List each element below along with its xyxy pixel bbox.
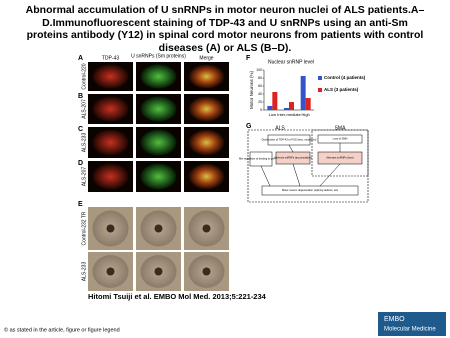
node-label: Mis-regulation of binding to pre-mRNA: [239, 157, 283, 161]
bar: [289, 102, 294, 110]
cell: [140, 129, 177, 156]
panel-letter: G: [246, 123, 252, 130]
cell: [188, 129, 225, 156]
arrow: [288, 144, 294, 153]
bar: [284, 108, 289, 110]
nucleus: [106, 224, 115, 233]
y-tick-label: 60: [258, 84, 262, 88]
panel-letter: F: [246, 55, 251, 62]
y-tick-label: 0: [260, 108, 262, 112]
node-label: Dysfunction of TDP-43 or FUS (loss, muta…: [262, 138, 317, 142]
row-label: ALS-207: [81, 99, 87, 119]
column-label: Merge: [199, 55, 213, 61]
title: Abnormal accumulation of U snRNPs in mot…: [25, 4, 425, 54]
logo-text: Molecular Medicine: [384, 327, 436, 333]
logo-text: EMBO: [384, 316, 405, 323]
panel-letter: C: [78, 126, 83, 133]
cell: [188, 64, 225, 89]
legend-label: Control (4 patients): [324, 75, 366, 80]
nucleus: [106, 267, 115, 276]
y-axis-label: Motor Neurons (%): [249, 70, 254, 109]
panel-letter: E: [78, 201, 83, 208]
cell: [92, 129, 129, 156]
arrow: [319, 163, 341, 187]
group-label: ALS: [275, 125, 285, 131]
bar: [305, 98, 311, 110]
row-label: Control-220: [81, 63, 87, 89]
diagram: [247, 129, 369, 203]
panel-letter: D: [78, 160, 83, 167]
x-tick-label: Inter-mediate: [277, 112, 301, 117]
arrow: [260, 165, 271, 187]
x-tick-label: High: [302, 112, 310, 117]
panel-letter: B: [78, 93, 83, 100]
row-label: ALS-233: [81, 133, 87, 153]
frame: [311, 129, 369, 177]
cell: [92, 96, 129, 122]
nucleus: [154, 267, 163, 276]
nucleus: [202, 267, 211, 276]
citation: Hitomi Tsuiji et al. EMBO Mol Med. 2013;…: [88, 292, 267, 301]
node-box: [261, 185, 359, 196]
bar: [300, 76, 306, 110]
cell: [140, 163, 177, 190]
y-tick-label: 80: [258, 76, 262, 80]
cell: [188, 96, 225, 122]
legend-swatch: [318, 76, 322, 80]
cell: [140, 64, 177, 89]
node-label: Motor neuron degeneration (splicing defe…: [282, 188, 339, 192]
column-label: TDP-43: [102, 55, 119, 61]
legend-swatch: [318, 88, 322, 92]
panel-letter: A: [78, 55, 83, 62]
cell: [92, 163, 129, 190]
row-label: Control-232 TR: [81, 211, 87, 245]
y-tick-label: 100: [256, 68, 262, 72]
row-label: ALS-207: [81, 167, 87, 187]
node-label: Aberrant snRNPs (loss): [326, 156, 353, 160]
arrow: [292, 163, 301, 187]
chart-title: Nuclear snRNP level: [268, 59, 314, 65]
node-label: Loss of SMN: [333, 137, 348, 141]
cell: [188, 163, 225, 190]
footer: © as stated in the article, figure or fi…: [4, 326, 120, 333]
row-label: ALS-233: [81, 262, 87, 282]
nucleus: [154, 224, 163, 233]
y-tick-label: 20: [258, 100, 262, 104]
cell: [140, 96, 177, 122]
column-label: U snRNPs (Sm proteins): [131, 53, 186, 59]
group-label: SMA: [335, 125, 347, 131]
x-tick-label: Low: [269, 112, 276, 117]
bar: [272, 92, 278, 110]
y-tick-label: 40: [258, 92, 262, 96]
nucleus: [202, 224, 211, 233]
node-label: Aberrant snRNPs (accumulation): [274, 156, 312, 160]
legend-label: ALS (3 patients): [324, 87, 359, 92]
bar: [267, 106, 273, 110]
logo-box: [378, 312, 446, 336]
cell: [92, 64, 129, 89]
